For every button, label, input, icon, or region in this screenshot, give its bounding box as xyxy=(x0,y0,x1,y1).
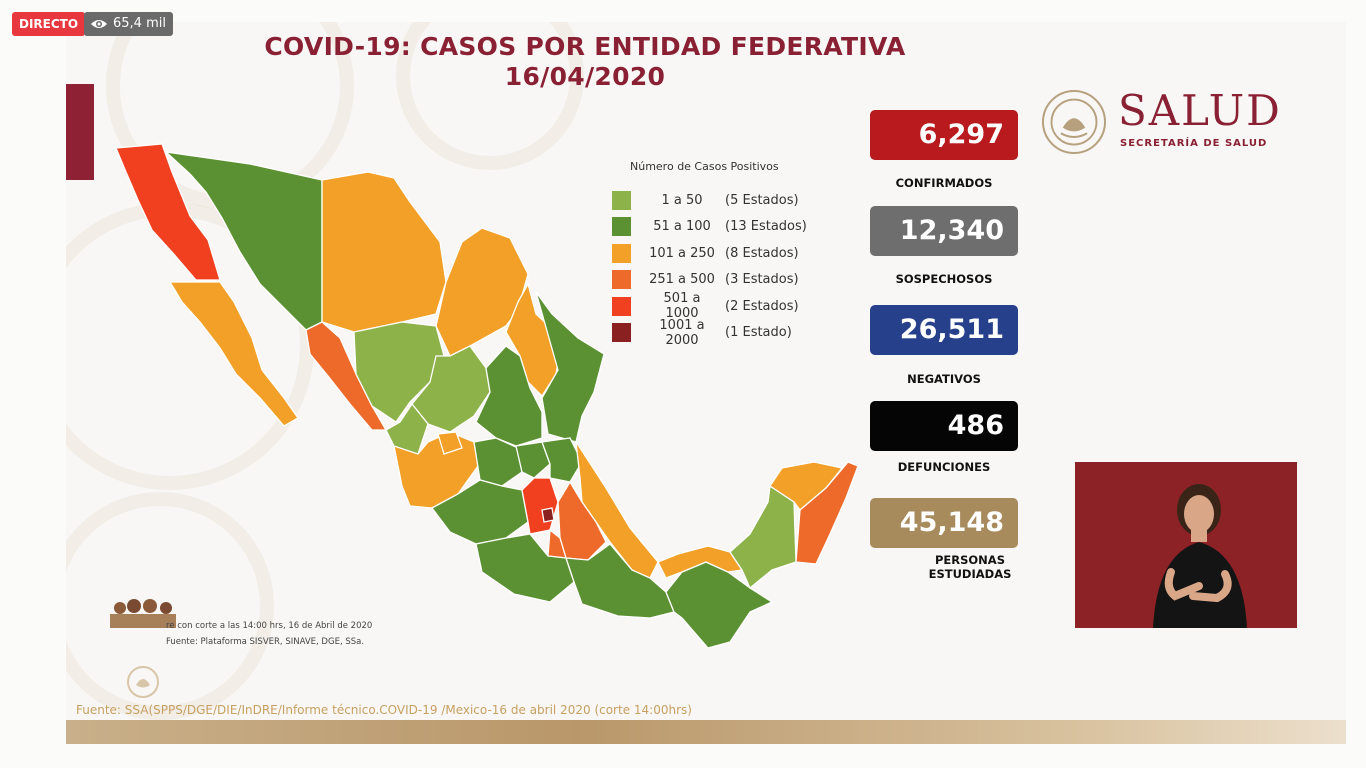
live-badge: DIRECTO xyxy=(12,12,86,36)
state-tabasco xyxy=(657,545,744,579)
sign-language-video xyxy=(1075,462,1297,628)
seal-watermark-icon xyxy=(127,666,159,698)
title-line-1: COVID-19: CASOS POR ENTIDAD FEDERATIVA xyxy=(264,32,906,61)
cut-note: re con corte a las 14:00 hrs, 16 de Abri… xyxy=(166,621,373,631)
state-zacatecas xyxy=(411,345,491,433)
state-san-luis-potosi xyxy=(475,345,543,447)
legend-range: 501 a 1000 xyxy=(663,291,701,322)
state-chihuahua xyxy=(321,171,447,333)
legend-count: (5 Estados) xyxy=(725,192,799,208)
mexico-map xyxy=(115,143,859,649)
legend-range: 251 a 500 xyxy=(649,272,715,288)
state-baja-california-sur xyxy=(168,281,299,427)
logo-name: SALUD xyxy=(1118,86,1282,135)
national-seal-icon xyxy=(1042,90,1106,154)
legend-swatch xyxy=(612,190,631,210)
state-durango xyxy=(353,321,445,423)
legend-range: 1001 a 2000 xyxy=(659,317,705,348)
interpreter-figure-icon xyxy=(1075,462,1297,628)
studied-label: PERSONAS ESTUDIADAS xyxy=(928,553,1012,581)
state-aguascalientes xyxy=(437,431,463,455)
legend-item: 101 a 250 (8 Estados) xyxy=(612,240,812,267)
state-baja-california xyxy=(115,143,221,281)
legend-swatch xyxy=(612,323,631,343)
state-mexico xyxy=(521,477,559,535)
legend-count: (3 Estados) xyxy=(725,272,799,288)
logo-subtitle: SECRETARÍA DE SALUD xyxy=(1120,138,1268,149)
suspected-label: SOSPECHOSOS xyxy=(895,272,993,286)
legend-range: 51 a 100 xyxy=(653,219,711,235)
deaths-label: DEFUNCIONES xyxy=(897,460,991,474)
heroes-illustration-icon xyxy=(110,599,176,628)
state-sonora xyxy=(164,151,323,331)
legend-range: 101 a 250 xyxy=(649,245,715,261)
legend-count: (1 Estado) xyxy=(725,325,792,341)
viewer-count-value: 65,4 mil xyxy=(113,16,166,31)
state-campeche xyxy=(729,484,797,590)
footer-source: Fuente: SSA(SPPS/DGE/DIE/InDRE/Informe t… xyxy=(76,703,692,717)
legend-item: 1001 a 2000 (1 Estado) xyxy=(612,317,812,348)
legend-item: 251 a 500 (3 Estados) xyxy=(612,267,812,294)
legend-title: Número de Casos Positivos xyxy=(630,160,779,173)
suspected-box: 12,340 xyxy=(870,206,1018,256)
confirmed-label: CONFIRMADOS xyxy=(895,176,993,190)
state-quintana-roo xyxy=(795,461,859,565)
deaths-box: 486 xyxy=(870,401,1018,451)
legend-swatch xyxy=(612,243,631,263)
legend-item: 51 a 100 (13 Estados) xyxy=(612,214,812,241)
accent-bar xyxy=(66,84,94,180)
negative-box: 26,511 xyxy=(870,305,1018,355)
legend-item: 501 a 1000 (2 Estados) xyxy=(612,291,812,322)
legend-count: (2 Estados) xyxy=(725,298,799,314)
legend-count: (8 Estados) xyxy=(725,245,799,261)
legend-swatch xyxy=(612,217,631,237)
confirmed-box: 6,297 xyxy=(870,110,1018,160)
legend-swatch xyxy=(612,296,631,316)
studied-box: 45,148 xyxy=(870,498,1018,548)
state-tamaulipas xyxy=(535,291,605,443)
title-date: 16/04/2020 xyxy=(504,62,666,91)
footer-band xyxy=(66,720,1346,744)
salud-logo: SALUD SECRETARÍA DE SALUD xyxy=(1040,86,1300,158)
viewer-count: 65,4 mil xyxy=(84,12,173,36)
legend-count: (13 Estados) xyxy=(725,219,807,235)
page-title: COVID-19: CASOS POR ENTIDAD FEDERATIVA 1… xyxy=(220,32,950,92)
legend-swatch xyxy=(612,270,631,290)
negative-label: NEGATIVOS xyxy=(907,372,981,386)
eye-icon xyxy=(91,20,107,28)
map-legend: Número de Casos Positivos 1 a 50 (5 Esta… xyxy=(612,160,812,348)
small-source-note: Fuente: Plataforma SISVER, SINAVE, DGE, … xyxy=(166,637,365,647)
legend-item: 1 a 50 (5 Estados) xyxy=(612,187,812,214)
legend-range: 1 a 50 xyxy=(661,192,703,208)
state-cdmx xyxy=(541,507,555,523)
state-queretaro xyxy=(515,441,551,479)
